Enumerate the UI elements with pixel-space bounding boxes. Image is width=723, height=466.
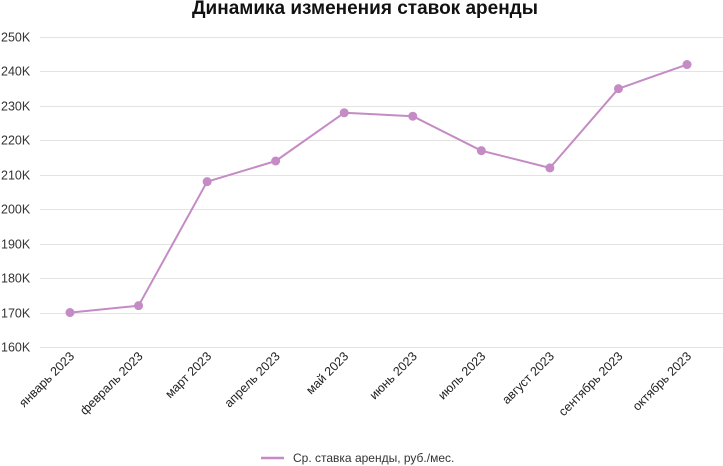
- data-point[interactable]: [476, 146, 486, 156]
- y-tick-label: 240K: [1, 65, 31, 79]
- data-point[interactable]: [408, 111, 418, 121]
- series-layer: [65, 60, 692, 318]
- series-line: [69, 63, 688, 314]
- data-point[interactable]: [202, 177, 212, 187]
- gridlines: [40, 37, 723, 348]
- data-point[interactable]: [134, 301, 144, 311]
- x-tick-label: февраль 2023: [77, 349, 146, 418]
- data-point[interactable]: [271, 156, 281, 166]
- x-tick-label: июнь 2023: [367, 349, 420, 402]
- chart-title: Динамика изменения ставок аренды: [192, 0, 538, 19]
- y-tick-label: 230K: [1, 100, 31, 114]
- y-tick-label: 160K: [1, 341, 31, 355]
- legend-label: Ср. ставка аренды, руб./мес.: [293, 451, 454, 465]
- y-tick-label: 250K: [1, 31, 31, 45]
- x-tick-label: апрель 2023: [222, 349, 283, 410]
- data-point[interactable]: [339, 108, 349, 118]
- y-tick-label: 190K: [1, 238, 31, 252]
- x-tick-label: сентябрь 2023: [556, 349, 626, 419]
- data-point[interactable]: [545, 163, 555, 173]
- y-tick-label: 180K: [1, 272, 31, 286]
- data-point[interactable]: [65, 308, 75, 318]
- x-tick-label: март 2023: [162, 349, 214, 401]
- y-axis-ticks: 160K 170K 180K 190K 200K 210K 220K 230K 240K 250K: [1, 31, 31, 355]
- x-tick-label: июль 2023: [435, 349, 488, 402]
- data-point[interactable]: [613, 84, 623, 94]
- data-point[interactable]: [682, 60, 692, 70]
- x-tick-label: август 2023: [499, 349, 557, 407]
- y-tick-label: 200K: [1, 203, 31, 217]
- x-axis-ticks: январь 2023 февраль 2023 март 2023 апрель 2…: [16, 349, 694, 419]
- x-tick-label: октябрь 2023: [630, 349, 694, 413]
- y-tick-label: 170K: [1, 307, 31, 321]
- y-tick-label: 220K: [1, 134, 31, 148]
- y-tick-label: 210K: [1, 169, 31, 183]
- x-tick-label: январь 2023: [16, 349, 77, 410]
- x-tick-label: май 2023: [303, 349, 351, 397]
- legend[interactable]: Ср. ставка аренды, руб./мес.: [261, 451, 454, 465]
